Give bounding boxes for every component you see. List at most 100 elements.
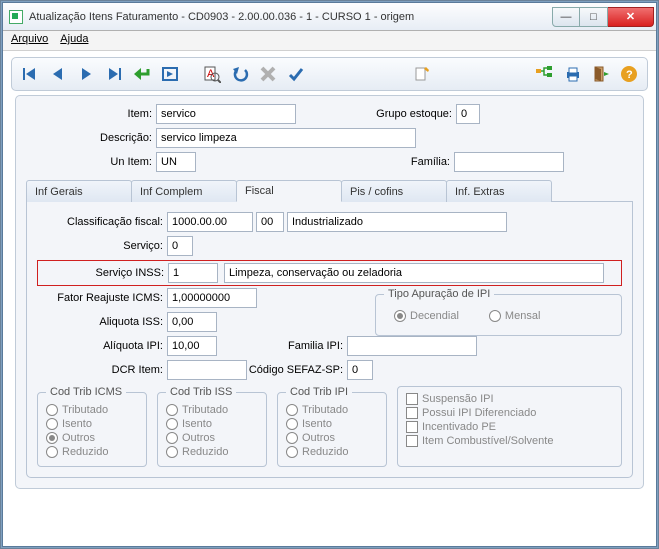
label-grupo-estoque: Grupo estoque: [296, 108, 456, 120]
label-tipo-ipi: Tipo Apuração de IPI [384, 288, 494, 300]
tab-inf-gerais[interactable]: Inf Gerais [26, 180, 132, 202]
aliquota-ipi-field[interactable] [167, 336, 217, 356]
checkbox-icon [406, 407, 418, 419]
radio-icon [286, 446, 298, 458]
cod-trib-icms-group: Cod Trib ICMS Tributado Isento Outros Re… [37, 386, 147, 467]
grupo-estoque-field[interactable] [456, 104, 480, 124]
prev-record-button[interactable] [46, 62, 70, 86]
check-suspensao-ipi[interactable]: Suspensão IPI [406, 393, 613, 405]
radio-ipi-reduzido[interactable]: Reduzido [286, 446, 378, 458]
return-button[interactable] [130, 62, 154, 86]
label-servico-inss: Serviço INSS: [38, 267, 168, 279]
radio-icon [286, 418, 298, 430]
tab-inf-extras[interactable]: Inf. Extras [446, 180, 552, 202]
first-record-button[interactable] [18, 62, 42, 86]
tab-pis-cofins[interactable]: Pis / cofins [341, 180, 447, 202]
checkbox-icon [406, 393, 418, 405]
cod-sefaz-field[interactable] [347, 360, 373, 380]
titlebar: Atualização Itens Faturamento - CD0903 -… [3, 3, 656, 31]
radio-ipi-isento[interactable]: Isento [286, 418, 378, 430]
tab-fiscal[interactable]: Fiscal [236, 180, 342, 202]
delete-button[interactable] [256, 62, 280, 86]
radio-iss-outros[interactable]: Outros [166, 432, 258, 444]
svg-text:?: ? [626, 69, 633, 81]
radio-icms-reduzido[interactable]: Reduzido [46, 446, 138, 458]
ipi-options-group: Suspensão IPI Possui IPI Diferenciado In… [397, 386, 622, 467]
aliquota-iss-field[interactable] [167, 312, 217, 332]
tree-button[interactable] [533, 62, 557, 86]
servico-inss-desc-field[interactable] [224, 263, 604, 283]
label-classif-fiscal: Classificação fiscal: [37, 216, 167, 228]
goto-button[interactable] [158, 62, 182, 86]
maximize-button[interactable]: □ [580, 7, 608, 27]
check-incentivado-pe[interactable]: Incentivado PE [406, 421, 613, 433]
close-button[interactable]: ✕ [608, 7, 654, 27]
radio-icon [166, 404, 178, 416]
classif-fiscal-code-field[interactable] [167, 212, 253, 232]
radio-icon [166, 446, 178, 458]
cod-trib-iss-group: Cod Trib ISS Tributado Isento Outros Red… [157, 386, 267, 467]
radio-icon [46, 404, 58, 416]
item-field[interactable] [156, 104, 296, 124]
label-fator-icms: Fator Reajuste ICMS: [37, 292, 167, 304]
label-descricao: Descrição: [26, 132, 156, 144]
descricao-field[interactable] [156, 128, 416, 148]
checkbox-icon [406, 435, 418, 447]
radio-icms-isento[interactable]: Isento [46, 418, 138, 430]
servico-field[interactable] [167, 236, 193, 256]
print-button[interactable] [561, 62, 585, 86]
help-button[interactable]: ? [617, 62, 641, 86]
cod-trib-ipi-group: Cod Trib IPI Tributado Isento Outros Red… [277, 386, 387, 467]
menu-arquivo[interactable]: Arquivo [11, 33, 48, 48]
check-ipi-diferenciado[interactable]: Possui IPI Diferenciado [406, 407, 613, 419]
radio-icon [46, 432, 58, 444]
menubar: Arquivo Ajuda [3, 31, 656, 51]
radio-decendial[interactable]: Decendial [394, 310, 459, 322]
radio-icon [286, 404, 298, 416]
undo-button[interactable] [228, 62, 252, 86]
app-window: Atualização Itens Faturamento - CD0903 -… [2, 2, 657, 547]
label-familia: Família: [196, 156, 454, 168]
next-record-button[interactable] [74, 62, 98, 86]
new-button[interactable] [409, 62, 433, 86]
radio-icon [489, 310, 501, 322]
tab-inf-complem[interactable]: Inf Complem [131, 180, 237, 202]
radio-iss-tributado[interactable]: Tributado [166, 404, 258, 416]
radio-iss-reduzido[interactable]: Reduzido [166, 446, 258, 458]
tab-fiscal-body: Classificação fiscal: Serviço: Serviço I… [26, 201, 633, 478]
familia-ipi-field[interactable] [347, 336, 477, 356]
radio-icms-tributado[interactable]: Tributado [46, 404, 138, 416]
toolbar: A ? [11, 57, 648, 91]
classif-fiscal-desc-field[interactable] [287, 212, 507, 232]
search-button[interactable]: A [200, 62, 224, 86]
radio-icon [166, 418, 178, 430]
classif-fiscal-sub-field[interactable] [256, 212, 284, 232]
minimize-button[interactable]: — [552, 7, 580, 27]
radio-icon [46, 446, 58, 458]
radio-ipi-outros[interactable]: Outros [286, 432, 378, 444]
radio-icon [166, 432, 178, 444]
radio-mensal[interactable]: Mensal [489, 310, 540, 322]
radio-ipi-tributado[interactable]: Tributado [286, 404, 378, 416]
main-panel: Item: Grupo estoque: Descrição: Un Item:… [15, 95, 644, 489]
radio-icon [46, 418, 58, 430]
menu-ajuda[interactable]: Ajuda [60, 33, 88, 48]
last-record-button[interactable] [102, 62, 126, 86]
label-aliquota-iss: Aliquota ISS: [37, 316, 167, 328]
radio-icms-outros[interactable]: Outros [46, 432, 138, 444]
label-un-item: Un Item: [26, 156, 156, 168]
label-dcr-item: DCR Item: [37, 364, 167, 376]
checkbox-icon [406, 421, 418, 433]
label-aliquota-ipi: Alíquota IPI: [37, 340, 167, 352]
un-item-field[interactable] [156, 152, 196, 172]
exit-button[interactable] [589, 62, 613, 86]
radio-iss-isento[interactable]: Isento [166, 418, 258, 430]
confirm-button[interactable] [284, 62, 308, 86]
servico-inss-code-field[interactable] [168, 263, 218, 283]
familia-field[interactable] [454, 152, 564, 172]
label-familia-ipi: Familia IPI: [217, 340, 347, 352]
label-cod-trib-iss: Cod Trib ISS [166, 386, 236, 398]
dcr-item-field[interactable] [167, 360, 247, 380]
check-combustivel[interactable]: Item Combustível/Solvente [406, 435, 613, 447]
fator-icms-field[interactable] [167, 288, 257, 308]
